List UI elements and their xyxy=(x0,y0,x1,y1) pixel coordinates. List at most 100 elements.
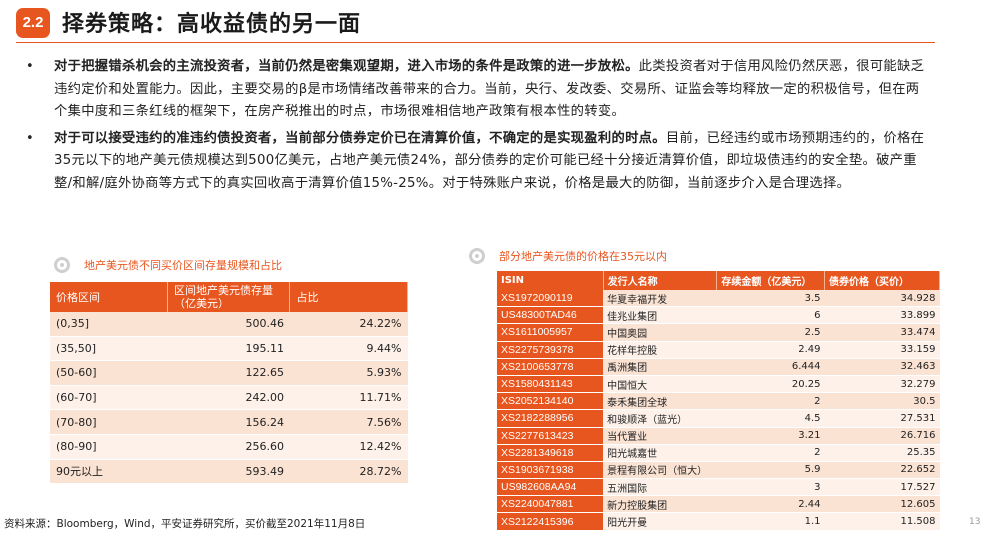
table-cell: 2 xyxy=(716,392,825,411)
table-cell: 22.652 xyxy=(824,461,940,480)
table-row: (0,35] 500.46 24.22% xyxy=(50,312,408,337)
table-cell: 593.49 xyxy=(167,459,290,485)
table-cell: 五洲国际 xyxy=(603,478,717,497)
table-cell: 33.474 xyxy=(824,323,940,342)
table-cell: XS2281349618 xyxy=(497,444,604,462)
table-cell: 24.22% xyxy=(289,312,408,337)
table-row: (60-70] 242.00 11.71% xyxy=(50,385,408,411)
table-cell: 195.11 xyxy=(167,336,290,362)
table-cell: 12.605 xyxy=(824,495,940,514)
bullet-item: • 对于可以接受违约的准违约债投资者，当前部分债券定价已在清算价值，不确定的是实… xyxy=(26,128,926,196)
table-cell: (50-60] xyxy=(50,360,168,386)
column-header: 价格区间 xyxy=(50,282,168,312)
table2-caption: 部分地产美元债的价格在35元以内 xyxy=(469,248,667,265)
bullet-lead: 对于可以接受违约的准违约债投资者，当前部分债券定价已在清算价值，不确定的是实现盈… xyxy=(54,130,666,146)
price-range-table: 价格区间 区间地产美元债存量（亿美元） 占比 (0,35] 500.46 24.22… xyxy=(50,282,408,485)
table-cell: 17.527 xyxy=(824,478,940,497)
column-header: 占比 xyxy=(289,282,408,312)
table-cell: XS2100653778 xyxy=(497,358,604,376)
table-cell: 20.25 xyxy=(716,375,825,394)
table-cell: (70-80] xyxy=(50,409,168,435)
table-cell: (0,35] xyxy=(50,312,168,337)
table-row: XS1972090119 华夏幸福开发 3.5 34.928 xyxy=(497,290,940,308)
table-row: (70-80] 156.24 7.56% xyxy=(50,409,408,435)
table-cell: 2 xyxy=(716,444,825,462)
table2-caption-text: 部分地产美元债的价格在35元以内 xyxy=(499,250,667,263)
table-cell: XS2122415396 xyxy=(497,512,604,531)
table-cell: (60-70] xyxy=(50,385,168,411)
table-cell: 32.463 xyxy=(824,358,940,376)
table-cell: XS1611005957 xyxy=(497,323,604,342)
table-cell: XS1972090119 xyxy=(497,290,604,308)
table-cell: US982608AA94 xyxy=(497,478,604,497)
table-row: 90元以上 593.49 28.72% xyxy=(50,459,408,485)
table-cell: 27.531 xyxy=(824,409,940,428)
table-cell: 2.49 xyxy=(716,341,825,359)
table-cell: 景程有限公司（恒大） xyxy=(603,461,717,480)
target-ring-icon xyxy=(469,248,485,264)
table-cell: 泰禾集团全球 xyxy=(603,392,717,411)
table-row: XS2052134140 泰禾集团全球 2 30.5 xyxy=(497,392,940,411)
table-row: (50-60] 122.65 5.93% xyxy=(50,360,408,386)
table-cell: 500.46 xyxy=(167,312,290,337)
table-cell: 和骏顺泽（蓝光） xyxy=(603,409,717,428)
column-header: ISIN xyxy=(497,271,604,290)
table-cell: 5.9 xyxy=(716,461,825,480)
table-row: (35,50] 195.11 9.44% xyxy=(50,336,408,362)
bond-price-table: ISIN 发行人名称 存续金额（亿美元） 债券价格（买价） XS19720901… xyxy=(497,271,940,531)
table-row: XS2281349618 阳光城嘉世 2 25.35 xyxy=(497,444,940,462)
table-cell: 当代置业 xyxy=(603,427,717,445)
table-cell: 25.35 xyxy=(824,444,940,462)
table-row: US48300TAD46 佳兆业集团 6 33.899 xyxy=(497,306,940,325)
page-number: 13 xyxy=(969,517,981,527)
column-header: 区间地产美元债存量（亿美元） xyxy=(167,282,291,312)
table-cell: 6.444 xyxy=(716,358,825,376)
table-cell: 28.72% xyxy=(289,459,408,485)
table-cell: (80-90] xyxy=(50,434,168,460)
table-cell: 12.42% xyxy=(289,434,408,460)
table1-caption-text: 地产美元债不同买价区间存量规模和占比 xyxy=(84,259,282,272)
table-row: XS2275739378 花样年控股 2.49 33.159 xyxy=(497,341,940,359)
table-cell: 2.5 xyxy=(716,323,825,342)
column-header: 发行人名称 xyxy=(603,271,718,290)
bullet-dot-icon: • xyxy=(26,59,34,74)
table-row: US982608AA94 五洲国际 3 17.527 xyxy=(497,478,940,497)
page-title: 择券策略：高收益债的另一面 xyxy=(62,12,362,37)
table-cell: 中国奥园 xyxy=(603,323,717,342)
table-cell: 122.65 xyxy=(167,360,290,386)
table-cell: (35,50] xyxy=(50,336,168,362)
table-cell: 26.716 xyxy=(824,427,940,445)
table-cell: XS2275739378 xyxy=(497,341,604,359)
column-header: 债券价格（买价） xyxy=(824,271,940,290)
table-cell: 中国恒大 xyxy=(603,375,717,394)
table1-caption: 地产美元债不同买价区间存量规模和占比 xyxy=(54,257,282,274)
table-row: XS2277613423 当代置业 3.21 26.716 xyxy=(497,427,940,445)
table-cell: 34.928 xyxy=(824,290,940,308)
table-cell: 2.44 xyxy=(716,495,825,514)
bullet-lead: 对于把握错杀机会的主流投资者，当前仍然是密集观望期，进入市场的条件是政策的进一步… xyxy=(54,59,639,74)
slide-header: 2.2 择券策略：高收益债的另一面 xyxy=(0,0,987,44)
table-cell: 90元以上 xyxy=(50,459,168,485)
table-cell: 256.60 xyxy=(167,434,290,460)
table-cell: 33.159 xyxy=(824,341,940,359)
table-cell: 30.5 xyxy=(824,392,940,411)
table-cell: 11.508 xyxy=(824,512,940,531)
table-row: XS2122415396 阳光开曼 1.1 11.508 xyxy=(497,512,940,531)
table-row: XS2100653778 禹洲集团 6.444 32.463 xyxy=(497,358,940,376)
bullet-list: • 对于把握错杀机会的主流投资者，当前仍然是密集观望期，进入市场的条件是政策的进… xyxy=(26,56,926,200)
table-row: (80-90] 256.60 12.42% xyxy=(50,434,408,460)
table-cell: 华夏幸福开发 xyxy=(603,290,717,308)
table-cell: 禹洲集团 xyxy=(603,358,717,376)
section-badge: 2.2 xyxy=(16,8,50,38)
table-cell: XS1580431143 xyxy=(497,375,604,394)
bullet-body: 目前，已经违约或市场预期违约的，价格在35元以下的地产美元债规模达到500亿美元… xyxy=(54,130,925,191)
table-row: XS1903671938 景程有限公司（恒大） 5.9 22.652 xyxy=(497,461,940,480)
table-cell: XS2277613423 xyxy=(497,427,604,445)
table-cell: 33.899 xyxy=(824,306,940,325)
table-cell: XS1903671938 xyxy=(497,461,604,480)
table-cell: 新力控股集团 xyxy=(603,495,717,514)
title-divider xyxy=(16,42,935,43)
table-cell: 242.00 xyxy=(167,385,290,411)
table-cell: XS2240047881 xyxy=(497,495,604,514)
table-row: XS2240047881 新力控股集团 2.44 12.605 xyxy=(497,495,940,514)
